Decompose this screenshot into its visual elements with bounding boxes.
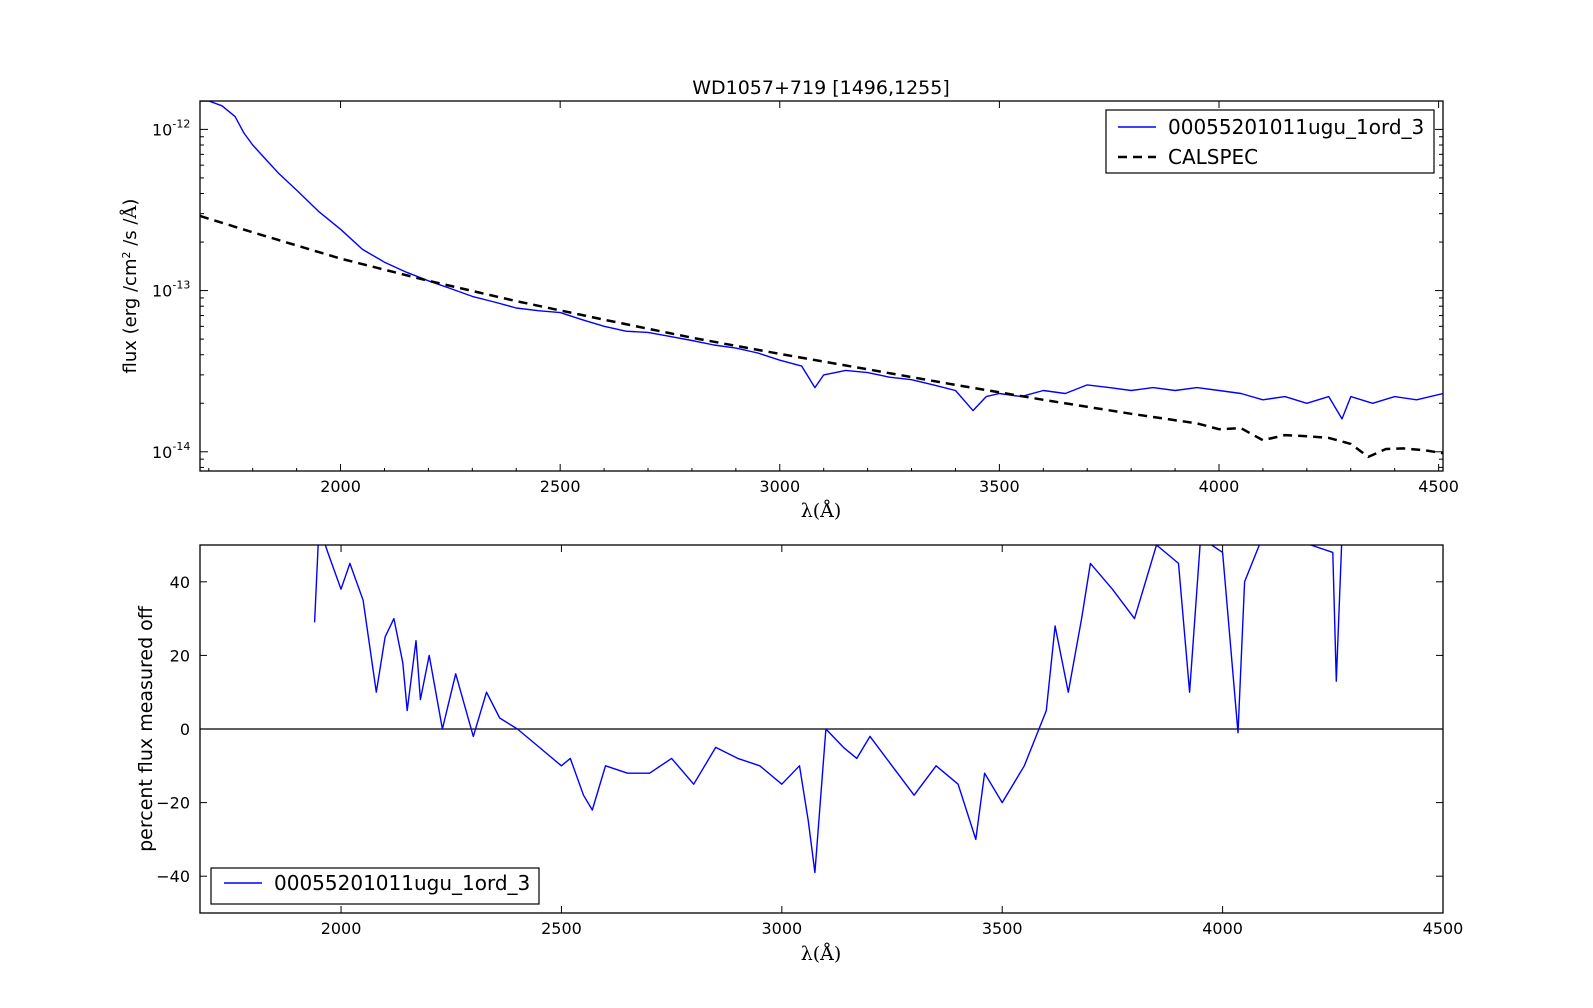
flux-x-tick-label: 3500	[979, 477, 1020, 496]
flux-legend: 00055201011ugu_1ord_3 CALSPEC	[1105, 109, 1435, 174]
legend-label-observed: 00055201011ugu_1ord_3	[1168, 115, 1424, 139]
percent-off-line	[313, 545, 1343, 874]
flux-y-tick-label: 10-12	[152, 117, 190, 139]
flux-y-axis-label: flux (erg /cm2 /s /Å)	[119, 199, 141, 374]
percent-legend-box	[210, 867, 540, 905]
flux-y-ticks: 10-12 10-13 10-14	[152, 117, 1443, 468]
flux-x-tick-label: 2500	[540, 477, 581, 496]
percent-x-tick-label: 3500	[982, 919, 1023, 938]
legend-label-calspec: CALSPEC	[1168, 145, 1258, 169]
percent-x-ticks: 2000 2500 3000 3500 4000 4500	[321, 545, 1464, 938]
flux-x-ticks: 2000 2500 3000 3500 4000 4500	[208, 101, 1459, 496]
percent-y-ticks: 40 20 0 −20 −40	[156, 573, 1443, 886]
percent-series-group	[313, 545, 1343, 874]
percent-legend: 00055201011ugu_1ord_3	[210, 867, 540, 905]
legend-label-percent: 00055201011ugu_1ord_3	[274, 871, 530, 895]
flux-x-axis-label: λ(Å)	[801, 500, 842, 522]
percent-y-tick-label: −40	[156, 867, 190, 886]
flux-axes-frame	[199, 100, 1444, 472]
flux-series-group	[200, 101, 1443, 459]
flux-legend-box	[1105, 109, 1435, 174]
percent-y-tick-label: 0	[180, 720, 190, 739]
percent-x-tick-label: 4500	[1423, 919, 1464, 938]
percent-y-tick-label: 20	[170, 646, 190, 665]
flux-x-tick-label: 4500	[1418, 477, 1459, 496]
flux-x-tick-label: 4000	[1199, 477, 1240, 496]
percent-x-tick-label: 2000	[321, 919, 362, 938]
percent-y-tick-label: −20	[156, 794, 190, 813]
calspec-line	[200, 214, 1443, 459]
flux-y-tick-label: 10-14	[152, 440, 190, 462]
percent-x-tick-label: 3000	[761, 919, 802, 938]
flux-panel: WD1057+719 [1496,1255] 2000 2500 3000 3500 4…	[119, 77, 1459, 522]
percent-y-tick-label: 40	[170, 573, 190, 592]
percent-x-axis-label: λ(Å)	[801, 943, 842, 965]
flux-y-tick-label: 10-13	[152, 279, 190, 301]
percent-off-panel: 2000 2500 3000 3500 4000 4500 40 20 0 −20 −40 λ(Å…	[135, 544, 1464, 965]
percent-x-tick-label: 4000	[1202, 919, 1243, 938]
chart-title: WD1057+719 [1496,1255]	[692, 77, 950, 99]
observed-flux-line	[200, 101, 1443, 420]
percent-y-axis-label: percent flux measured off	[135, 605, 157, 852]
flux-x-tick-label: 2000	[320, 477, 361, 496]
percent-x-tick-label: 2500	[541, 919, 582, 938]
flux-x-tick-label: 3000	[759, 477, 800, 496]
